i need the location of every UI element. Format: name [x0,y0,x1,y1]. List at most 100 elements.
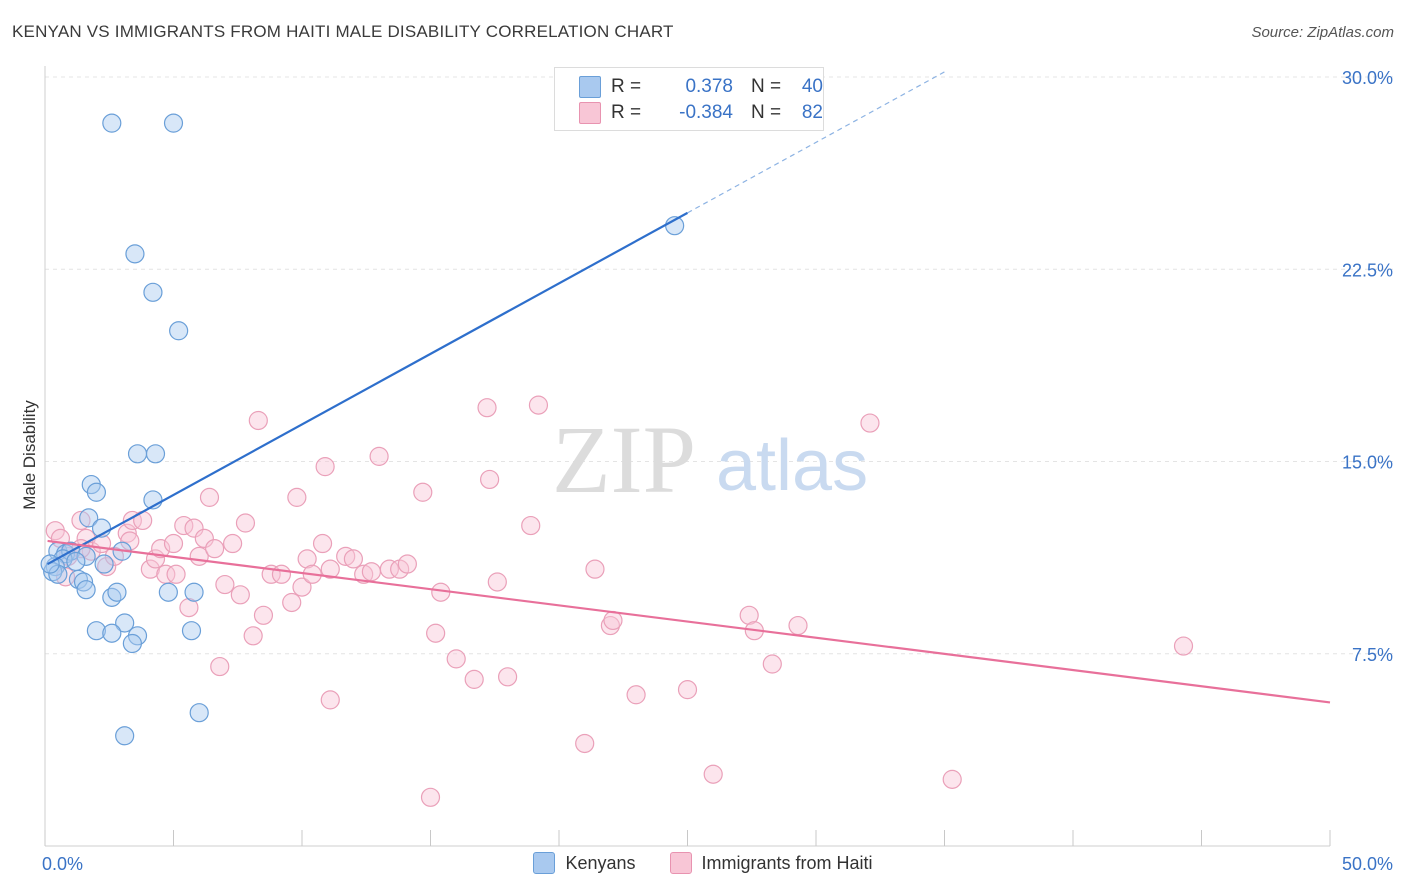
haiti-trend-line [47,539,1331,704]
kenyan-point [76,580,96,600]
legend-n-label: N = [751,76,782,97]
kenyan-point [73,572,94,592]
haiti-point [498,667,518,687]
kenyan-point [40,554,60,574]
haiti-point [205,539,225,559]
haiti-point [788,615,808,636]
haiti-point [243,626,263,646]
kenyan-point [76,546,96,566]
kenyan-point [102,623,122,643]
haiti-point [71,510,91,531]
haiti-point [117,523,137,543]
kenyan-point [94,554,114,574]
haiti-point [194,528,214,549]
kenyan-point [163,113,184,133]
haiti-point [271,564,292,584]
legend-swatch-kenyans [533,852,556,874]
haiti-point [151,539,171,559]
kenyan-point [145,444,166,464]
kenyan-points [40,113,685,746]
kenyan-point [122,633,142,654]
kenyan-trend-extension [687,71,945,214]
kenyan-point [43,562,63,582]
legend-n-value: 40 [801,76,823,97]
haiti-point [464,669,484,689]
haiti-point [739,605,759,625]
haiti-point [336,546,356,566]
kenyan-point [86,482,107,502]
haiti-point [477,398,497,418]
haiti-point [603,610,623,631]
haiti-point [677,680,698,700]
haiti-point [343,549,363,569]
haiti-point [179,598,199,618]
haiti-point [600,615,621,636]
legend-label-kenyans: Kenyans [565,852,636,873]
tick-labels: 7.5% 15.0% 22.5% 30.0% 0.0% 50.0% [42,68,1393,874]
y-tick-label: 7.5% [1352,645,1393,665]
haiti-point [942,769,962,789]
kenyan-point [125,244,145,264]
haiti-point [361,562,381,582]
y-tick-label: 22.5% [1342,260,1393,280]
y-tick-label: 30.0% [1342,68,1393,88]
haiti-point [575,733,595,754]
legend-swatch-haiti [669,852,692,874]
haiti-point [521,515,541,536]
haiti-point [397,554,417,574]
haiti-point [626,685,646,705]
y-tick-label: 15.0% [1342,453,1393,473]
kenyan-point [189,703,209,723]
x-tick-label: 0.0% [42,854,83,874]
haiti-point [184,518,204,538]
haiti-point [297,549,317,569]
haiti-point [215,574,235,595]
kenyan-point [127,444,148,464]
kenyan-point [66,551,86,572]
legend-row-haiti: R = -0.384 N = 82 [579,101,823,125]
haiti-point [163,533,184,554]
legend-row-kenyans: R = 0.378 N = 40 [579,75,823,99]
kenyan-point [184,582,204,602]
kenyan-point [79,508,99,528]
haiti-points [45,395,1194,807]
haiti-point [369,446,389,466]
haiti-point [354,564,374,584]
haiti-point [320,559,340,579]
haiti-point [223,533,243,554]
haiti-point [320,690,340,710]
kenyan-point [143,282,163,302]
x-tick-label: 50.0% [1342,854,1393,874]
haiti-point [312,533,333,554]
haiti-point [1173,636,1194,656]
legend-item-haiti: Immigrants from Haiti [669,852,873,874]
haiti-point [860,413,880,433]
haiti-point [253,605,274,625]
kenyan-point [181,621,202,641]
haiti-point [487,572,507,592]
haiti-point [446,649,466,669]
haiti-point [166,564,186,584]
source-label: Source: ZipAtlas.com [1251,24,1394,41]
kenyan-point [102,113,122,133]
kenyan-point [115,726,135,746]
legend-swatch-kenyans [579,76,601,98]
kenyan-point [48,564,68,584]
haiti-point [379,559,399,579]
haiti-point [480,469,500,490]
watermark-atlas: atlas [716,426,868,506]
kenyan-trend-line [47,211,689,565]
haiti-point [282,592,302,613]
legend-n-value: 82 [801,102,823,123]
haiti-point [420,787,441,807]
kenyan-point [107,582,127,602]
watermark: ZIP atlas [552,406,868,513]
kenyan-point [115,613,135,633]
legend-item-kenyans: Kenyans [533,852,636,874]
legend-n-label: N = [751,102,782,123]
haiti-point [413,482,433,502]
haiti-point [315,457,335,477]
haiti-point [292,577,312,597]
kenyan-point [68,569,89,590]
haiti-point [230,585,250,605]
